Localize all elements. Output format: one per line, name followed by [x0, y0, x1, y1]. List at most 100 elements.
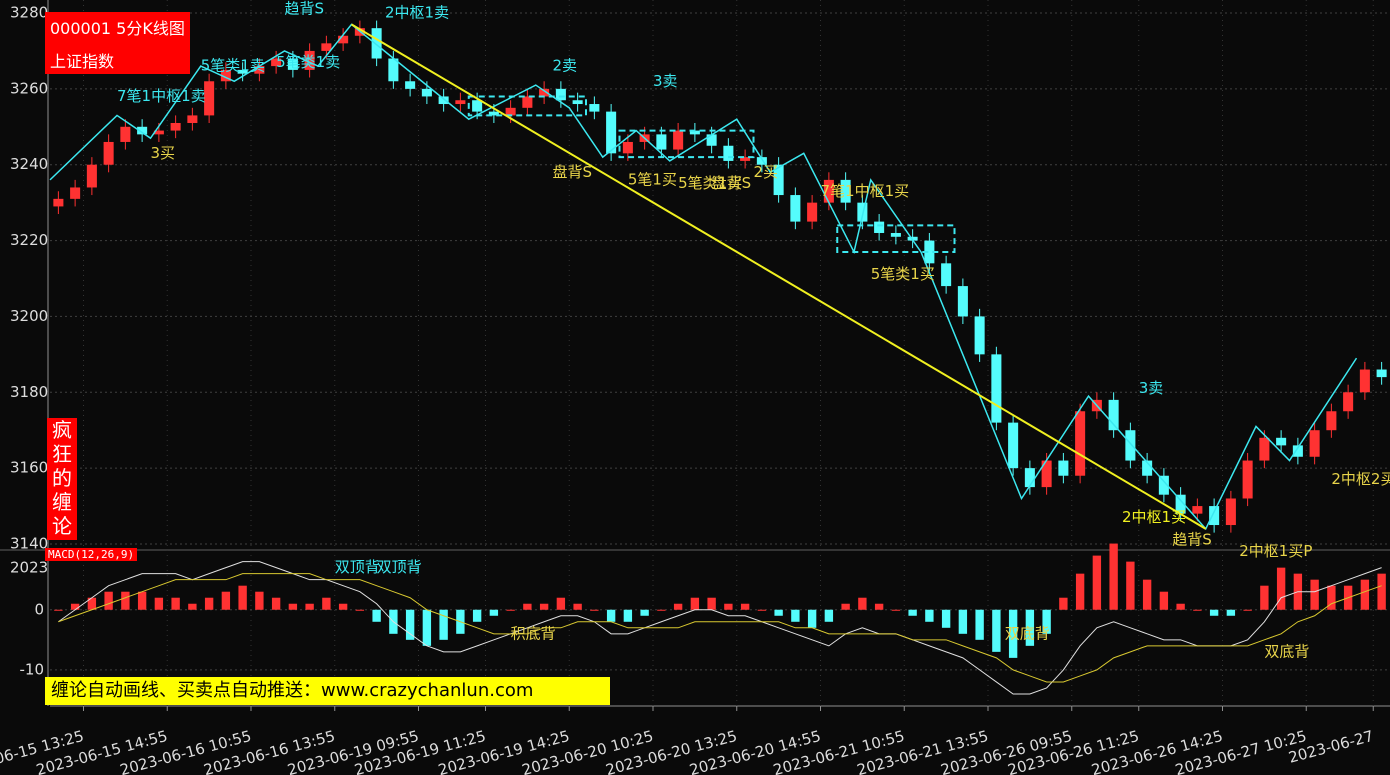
candle-body [371, 28, 382, 59]
candle-body [1075, 411, 1086, 476]
macd-bar [1377, 573, 1386, 610]
annotation: 盘背S [712, 174, 752, 192]
candle-body [706, 134, 717, 146]
macd-bar [405, 609, 415, 640]
chart-subtitle: 上证指数 [50, 52, 115, 71]
candle-body [1192, 506, 1203, 514]
annotation: 5笔类1买 [678, 174, 742, 192]
candle-body [1024, 468, 1035, 488]
macd-dea [58, 573, 1382, 683]
annotation: 2中枢1买 [1122, 508, 1186, 526]
candle-body [589, 104, 600, 112]
candle-body [756, 157, 767, 165]
candle-body [103, 141, 114, 165]
candle-body [220, 69, 231, 82]
macd-bar [791, 609, 800, 622]
macd-bar [824, 609, 834, 622]
macd-bar [657, 609, 666, 611]
candle-body [522, 96, 533, 108]
candle-body [823, 179, 834, 203]
macd-bar [472, 609, 482, 622]
center-box [467, 95, 587, 117]
candle-body [472, 100, 483, 112]
macd-bar [1008, 609, 1018, 658]
macd-bar [1360, 579, 1370, 610]
macd-annotation: 双顶背 [335, 558, 380, 576]
macd-bar [623, 609, 633, 622]
macd-bar [1159, 591, 1169, 610]
macd-top-label: 2023 [10, 559, 48, 577]
chart-title: 000001 5分K线图 [50, 19, 185, 38]
macd-bar [941, 609, 951, 628]
macd-bar [1209, 609, 1219, 616]
candle-body [254, 66, 265, 74]
macd-bar [87, 597, 97, 610]
candle-body [740, 157, 751, 161]
macd-bar [338, 603, 348, 610]
annotation: 盘背S [553, 163, 593, 181]
annotation: 5笔类1买 [871, 265, 935, 283]
macd-bar [506, 609, 515, 611]
candle-body [53, 198, 64, 207]
macd-bar [606, 609, 616, 622]
annotation: 2中枢1买P [1239, 542, 1312, 560]
macd-bar [724, 603, 733, 610]
candle-body [606, 111, 617, 154]
macd-bar [288, 603, 298, 610]
y-tick-label: 3160 [10, 459, 48, 477]
macd-bar [1243, 609, 1252, 611]
macd-bar [992, 609, 1001, 652]
candle-body [204, 81, 215, 116]
candle-body [421, 88, 432, 97]
macd-bar [1126, 561, 1135, 610]
macd-dif [58, 561, 1382, 695]
macd-bar [556, 597, 566, 610]
candle-body [1158, 475, 1169, 495]
annotation: 2卖 [553, 57, 578, 75]
macd-bar [975, 609, 984, 640]
candle-body [622, 141, 633, 154]
macd-bar [221, 591, 231, 610]
annotation: 7笔1中枢1买 [821, 182, 910, 200]
candle-body [974, 316, 985, 355]
macd-bar [1042, 609, 1051, 634]
macd-bar [1075, 573, 1085, 610]
candle-body [1041, 460, 1052, 488]
candle-body [572, 100, 583, 105]
candle-body [1309, 430, 1320, 457]
macd-bar [1142, 579, 1152, 610]
pen-line [49, 23, 1358, 531]
macd-bar [874, 603, 884, 610]
macd-bar [707, 597, 716, 610]
candle-body [723, 145, 734, 161]
candle-body [1276, 437, 1287, 446]
candle-body [1343, 392, 1354, 412]
annotation: 5笔类1卖 [276, 53, 340, 71]
macd-annotation: 积底背 [511, 624, 556, 642]
candle-body [505, 107, 516, 116]
title-box: 000001 5分K线图 上证指数 [45, 12, 190, 74]
macd-bar [590, 609, 599, 611]
macd-y-tick-label: 0 [34, 600, 44, 618]
candle-body [941, 263, 952, 287]
candle-body [924, 240, 935, 264]
macd-bar [422, 609, 432, 646]
macd-annotation: 双底背 [1005, 624, 1050, 642]
candle-body [807, 202, 818, 222]
candle-body [438, 96, 449, 105]
candle-body [488, 111, 499, 116]
candle-body [957, 286, 968, 317]
candle-body [455, 100, 466, 105]
macd-bar [1226, 609, 1236, 616]
macd-bar [774, 609, 783, 616]
macd-bar [807, 609, 817, 628]
macd-bar [322, 597, 331, 610]
candle-body [86, 164, 97, 188]
center-box [836, 224, 956, 253]
macd-bar [137, 591, 147, 610]
macd-bar [1260, 585, 1269, 610]
macd-annotation: 双顶背 [377, 558, 422, 576]
annotation: 2买 [754, 163, 779, 181]
